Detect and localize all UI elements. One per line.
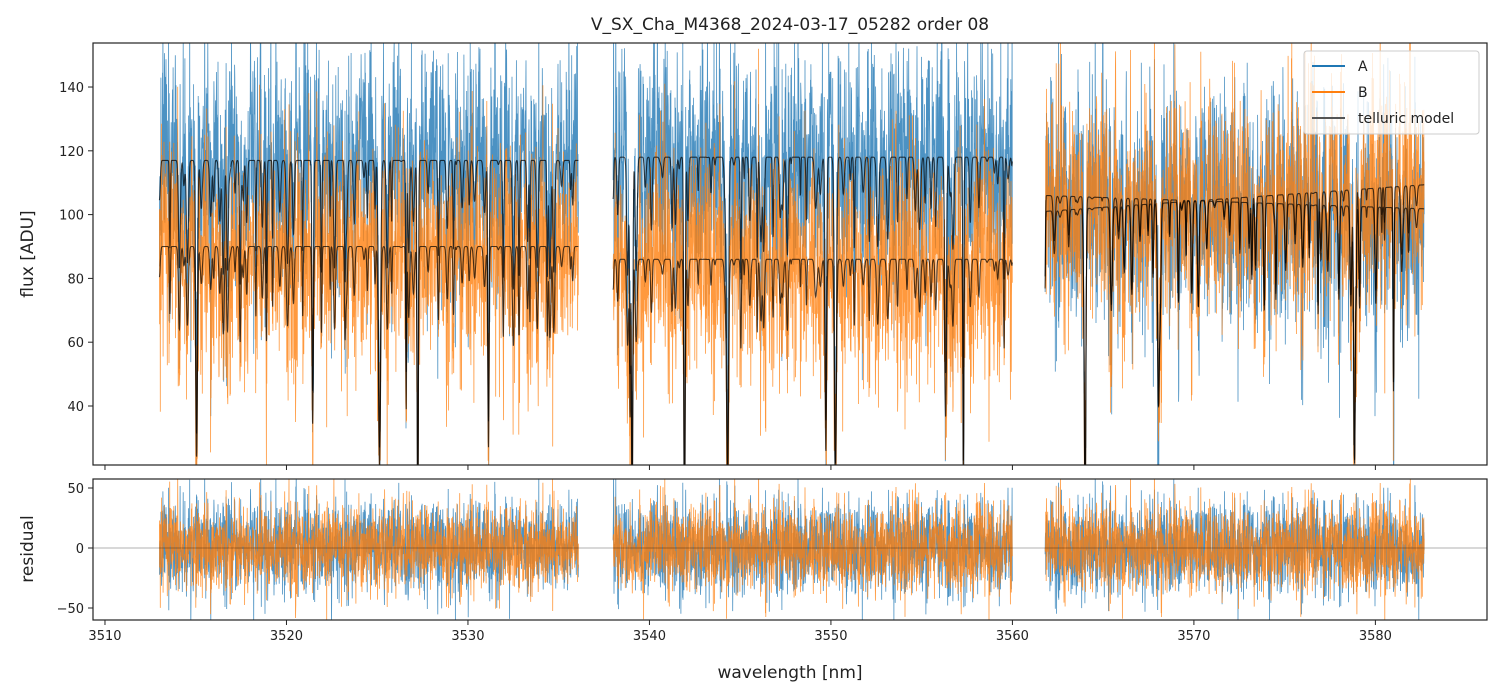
telluric-model-b-segment-3 (1044, 184, 1425, 465)
legend-label-a: A (1358, 59, 1368, 75)
x-tick-label: 3580 (1359, 629, 1392, 644)
telluric-model-a-segment-2 (612, 156, 1013, 465)
series-b-residual-segment-3 (1044, 479, 1425, 620)
y-axis-label-flux: flux [ADU] (18, 210, 38, 297)
residual-panel (93, 479, 1487, 620)
axes: 3510 3520 3530 3540 3550 3560 3570 3580 40 60 80 10… (57, 42, 1488, 644)
axes-frame-flux (92, 42, 1488, 466)
telluric-model-a-segment-1 (158, 159, 579, 465)
y-tick-label: 0 (76, 542, 84, 557)
y-axis-label-residual: residual (18, 515, 38, 582)
x-tick-label: 3550 (814, 629, 847, 644)
y-tick-label: 60 (67, 336, 84, 351)
series-b-flux-segment-1 (158, 84, 579, 465)
x-tick-label: 3560 (996, 629, 1029, 644)
x-axis-label: wavelength [nm] (717, 663, 862, 683)
y-tick-label: 50 (67, 482, 84, 497)
chart-title: V_SX_Cha_M4368_2024-03-17_05282 order 08 (591, 15, 989, 35)
legend-label-telluric: telluric model (1358, 111, 1454, 127)
series-a-flux-segment-1 (158, 43, 579, 465)
legend-label-b: B (1358, 85, 1368, 101)
y-tick-label: 80 (67, 272, 84, 287)
y-tick-label: 140 (59, 81, 84, 96)
axes-frame-residual (92, 478, 1488, 621)
telluric-model-b-segment-2 (612, 258, 1013, 465)
telluric-model-b-segment-1 (158, 245, 579, 465)
x-tick-label: 3510 (88, 629, 121, 644)
series-b-flux-segment-3 (1044, 43, 1425, 465)
y-tick-label: 120 (59, 145, 84, 160)
x-tick-label: 3540 (633, 629, 666, 644)
x-tick-label: 3530 (451, 629, 484, 644)
series-b-residual-segment-1 (158, 479, 579, 620)
x-tick-label: 3520 (270, 629, 303, 644)
y-tick-label: 100 (59, 209, 84, 224)
y-tick-label: 40 (67, 400, 84, 415)
legend: A B telluric model (1303, 50, 1480, 135)
flux-panel (158, 43, 1425, 465)
series-b-residual-segment-2 (612, 479, 1013, 620)
y-tick-label: −50 (57, 602, 84, 617)
x-tick-label: 3570 (1177, 629, 1210, 644)
